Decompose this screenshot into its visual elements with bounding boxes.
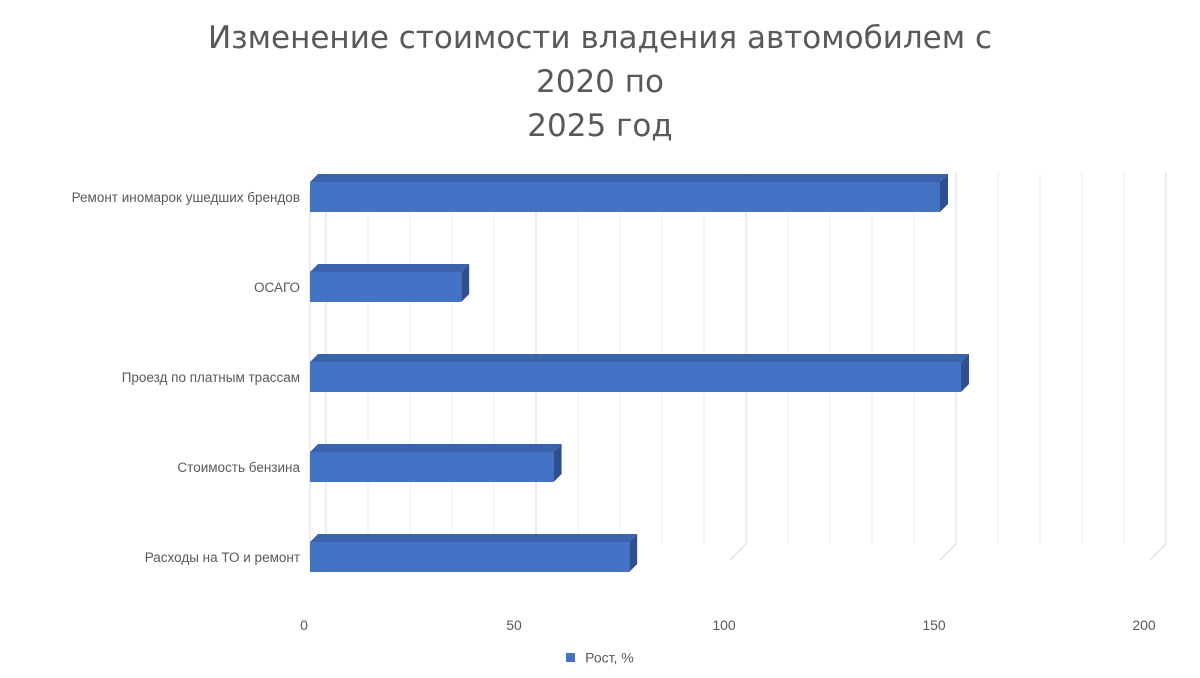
- chart-title-line-1: Изменение стоимости владения автомобилем…: [207, 20, 993, 100]
- floor-gridline-4: [1149, 543, 1167, 561]
- x-tick-label: 0: [300, 617, 308, 633]
- bar-side: [961, 354, 969, 392]
- chart-title-line-2: 2025 год: [527, 108, 673, 144]
- bar-side: [629, 534, 638, 572]
- category-label: Проезд по платным трассам: [122, 370, 300, 385]
- chart-legend: Рост, %: [0, 648, 1200, 665]
- bar-top: [310, 354, 969, 362]
- bar-top: [310, 534, 638, 542]
- category-label: Ремонт иномарок ушедших брендов: [72, 190, 300, 205]
- x-tick-label: 50: [506, 617, 522, 633]
- legend-swatch: [566, 652, 576, 662]
- floor-gridline-3: [939, 543, 957, 561]
- bar: [310, 182, 940, 212]
- x-tick-label: 200: [1132, 617, 1156, 633]
- bar: [310, 542, 630, 572]
- legend-label: Рост, %: [585, 649, 634, 666]
- bar-side: [461, 264, 470, 302]
- category-label: ОСАГО: [254, 280, 300, 295]
- category-label: Стоимость бензина: [177, 460, 300, 475]
- floor-gridline-2: [729, 543, 747, 561]
- x-tick-label: 100: [712, 617, 736, 633]
- bar-top: [310, 174, 948, 182]
- bar-top: [310, 444, 562, 452]
- x-tick-label: 150: [922, 617, 946, 633]
- chart-title: Изменение стоимости владения автомобилем…: [200, 16, 1000, 148]
- bar: [310, 272, 462, 302]
- bar-side: [940, 174, 948, 212]
- bar: [310, 452, 554, 482]
- bar-top: [310, 264, 470, 272]
- chart-plot: 0 50 100 150 200 Ремонт иномарок ушедших брен…: [72, 173, 1167, 633]
- bar: [310, 362, 961, 392]
- bar-side: [553, 444, 562, 482]
- category-label: Расходы на ТО и ремонт: [145, 550, 300, 565]
